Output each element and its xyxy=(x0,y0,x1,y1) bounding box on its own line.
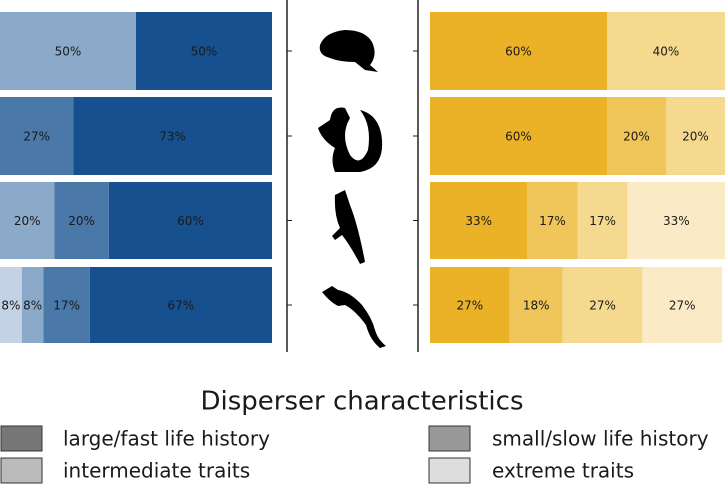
value-label: 60% xyxy=(505,45,532,59)
value-label: 20% xyxy=(68,214,95,228)
frog-icon xyxy=(319,30,378,72)
value-label: 67% xyxy=(168,299,195,313)
value-label: 27% xyxy=(669,299,696,313)
value-label: 20% xyxy=(14,214,41,228)
legend-label: large/fast life history xyxy=(63,427,270,451)
bar-segment xyxy=(430,267,510,343)
bar-segment xyxy=(562,267,643,343)
gecko-icon xyxy=(322,280,386,348)
legend-label: extreme traits xyxy=(492,459,634,483)
value-label: 27% xyxy=(456,299,483,313)
bar-segment xyxy=(527,182,578,259)
bar-segment xyxy=(642,267,723,343)
bar-segment xyxy=(21,267,44,343)
bar-segment xyxy=(430,97,607,175)
value-label: 27% xyxy=(23,130,50,144)
bar-segment xyxy=(54,182,109,259)
legend-swatch xyxy=(0,457,43,484)
bird-icon xyxy=(332,190,365,264)
value-label: 8% xyxy=(23,299,42,313)
value-label: 60% xyxy=(177,214,204,228)
value-label: 20% xyxy=(623,130,650,144)
bar-segment xyxy=(0,12,136,90)
value-label: 8% xyxy=(1,299,20,313)
value-label: 17% xyxy=(53,299,80,313)
bar-segment xyxy=(430,182,528,259)
bar-segment xyxy=(577,182,628,259)
value-label: 73% xyxy=(159,130,186,144)
bar-segment xyxy=(0,182,55,259)
value-label: 50% xyxy=(55,45,82,59)
bar-segment xyxy=(108,182,272,259)
bar-segment xyxy=(509,267,563,343)
value-label: 50% xyxy=(191,45,218,59)
bar-segment xyxy=(136,12,272,90)
value-label: 33% xyxy=(663,214,690,228)
value-label: 60% xyxy=(505,130,532,144)
value-label: 33% xyxy=(465,214,492,228)
bar-segment xyxy=(430,12,607,90)
squirrel-icon xyxy=(318,107,383,172)
value-label: 17% xyxy=(539,214,566,228)
bar-segment xyxy=(73,97,272,175)
value-label: 40% xyxy=(653,45,680,59)
bar-segment xyxy=(607,97,666,175)
legend-label: intermediate traits xyxy=(63,459,250,483)
bar-segment xyxy=(607,12,725,90)
legend-swatch xyxy=(428,425,471,452)
bar-segment xyxy=(0,267,22,343)
value-label: 17% xyxy=(589,214,616,228)
legend-swatch xyxy=(0,425,43,452)
legend-swatch xyxy=(428,457,471,484)
value-label: 20% xyxy=(682,130,709,144)
bar-segment xyxy=(627,182,725,259)
bar-segment xyxy=(0,97,74,175)
legend-title: Disperser characteristics xyxy=(200,387,523,417)
bar-segment xyxy=(89,267,272,343)
value-label: 18% xyxy=(523,299,550,313)
bar-segment xyxy=(666,97,725,175)
animal-icons xyxy=(318,30,386,348)
value-label: 27% xyxy=(589,299,616,313)
bar-segment xyxy=(43,267,90,343)
legend-label: small/slow life history xyxy=(492,427,709,451)
